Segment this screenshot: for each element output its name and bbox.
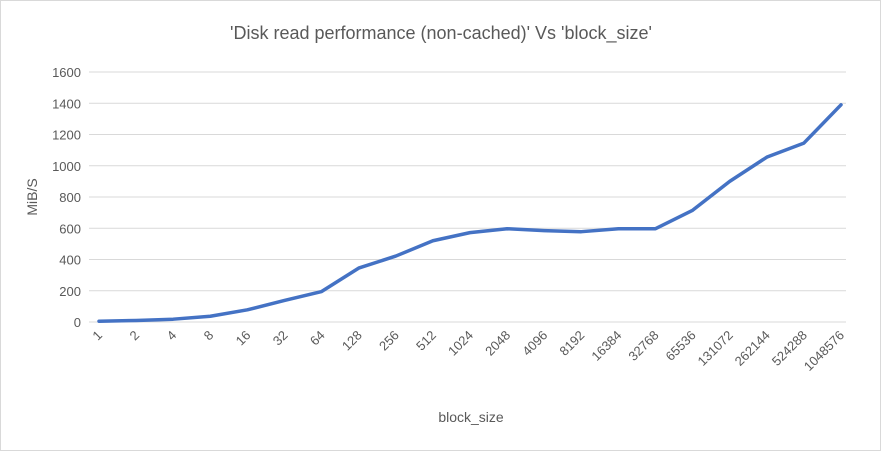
y-axis-title: MiB/S [24,178,40,215]
x-tick-label: 4096 [519,328,550,359]
x-tick-label: 32768 [625,328,661,364]
x-tick-label: 1048576 [801,328,847,374]
x-tick-label: 2048 [482,328,513,359]
y-tick-label: 400 [59,253,81,268]
y-tick-label: 800 [59,190,81,205]
x-axis-ticks: 1 2 4 8 16 32 64 128 256 512 1024 2048 4096 8192 16384… [89,328,847,374]
gridlines [89,71,846,323]
y-tick-label: 1600 [52,65,81,80]
x-tick-label: 1 [89,328,105,344]
x-tick-label: 256 [376,328,402,354]
x-tick-label: 32 [270,328,291,349]
x-tick-label: 131072 [695,328,736,369]
chart-title: 'Disk read performance (non-cached)' Vs … [230,23,652,44]
x-tick-label: 8 [201,328,217,344]
x-tick-label: 1024 [445,328,476,359]
series-layer [97,103,843,323]
x-tick-label: 4 [164,328,180,344]
x-tick-label: 16384 [588,328,624,364]
x-tick-label: 16 [233,328,254,349]
y-tick-label: 1400 [52,96,81,111]
y-tick-label: 1200 [52,128,81,143]
x-tick-label: 64 [307,328,328,349]
x-tick-label: 262144 [732,328,773,369]
y-tick-label: 200 [59,284,81,299]
x-tick-label: 512 [413,328,439,354]
y-tick-label: 600 [59,221,81,236]
y-axis-ticks: 0 200 400 600 800 1000 1200 1400 1600 [52,65,81,330]
x-tick-label: 128 [339,328,365,354]
x-tick-label: 2 [126,328,142,344]
x-tick-label: 8192 [556,328,587,359]
series-line [97,103,843,323]
y-tick-label: 0 [74,315,81,330]
y-tick-label: 1000 [52,159,81,174]
x-axis-title: block_size [438,409,504,425]
